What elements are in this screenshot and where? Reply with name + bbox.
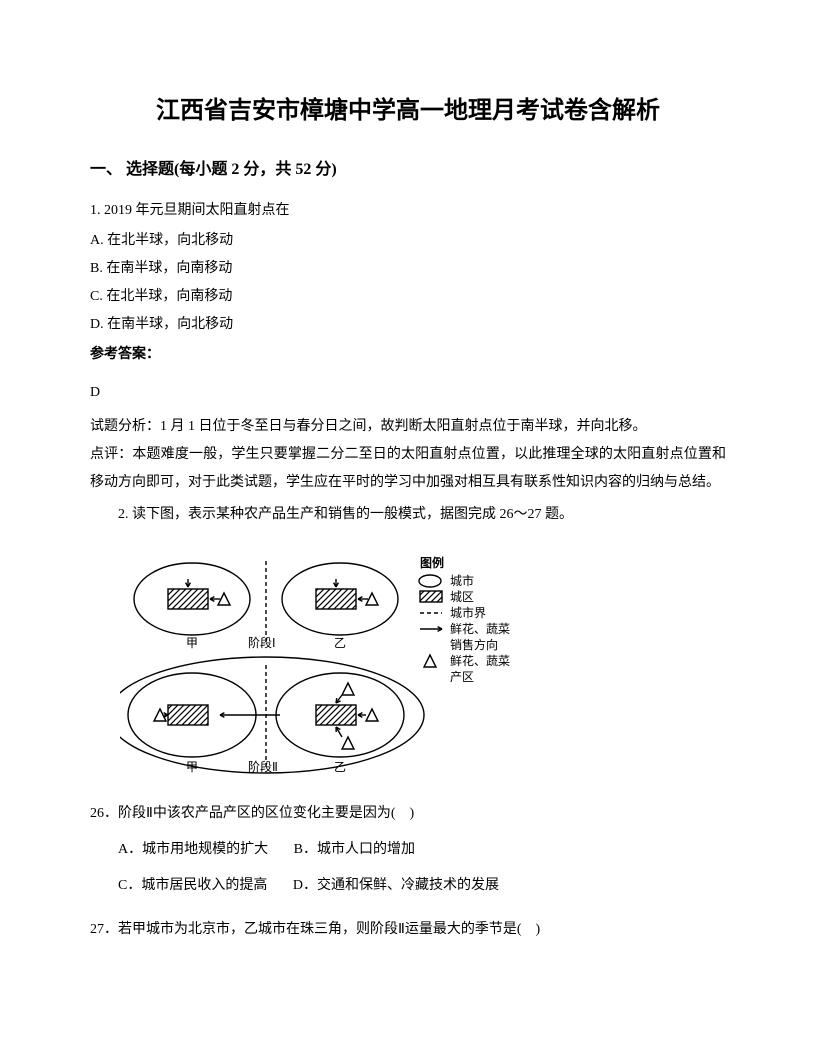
section-header: 一、 选择题(每小题 2 分，共 52 分) <box>90 155 726 179</box>
q26-option-d: D．交通和保鲜、冷藏技术的发展 <box>293 872 499 900</box>
svg-text:乙: 乙 <box>334 636 346 650</box>
q26-option-a: A．城市用地规模的扩大 <box>118 836 268 864</box>
svg-text:阶段Ⅱ: 阶段Ⅱ <box>248 759 278 774</box>
q1-analysis-2: 点评：本题难度一般，学生只要掌握二分二至日的太阳直射点位置，以此推理全球的太阳直… <box>90 441 726 497</box>
page-title: 江西省吉安市樟塘中学高一地理月考试卷含解析 <box>90 90 726 125</box>
diagram-svg: 甲乙甲乙阶段Ⅰ阶段Ⅱ图例城市城区城市界鲜花、蔬菜销售方向鲜花、蔬菜产区 <box>120 547 540 777</box>
q26-option-b: B．城市人口的增加 <box>294 836 415 864</box>
svg-text:阶段Ⅰ: 阶段Ⅰ <box>248 635 276 650</box>
svg-text:甲: 甲 <box>186 636 198 650</box>
svg-text:城区: 城区 <box>450 590 474 604</box>
svg-text:图例: 图例 <box>420 555 444 570</box>
q26-option-c: C．城市居民收入的提高 <box>118 872 267 900</box>
q1-option-a: A. 在北半球，向北移动 <box>90 227 726 255</box>
svg-text:城市界: 城市界 <box>450 605 486 620</box>
q2-figure: 甲乙甲乙阶段Ⅰ阶段Ⅱ图例城市城区城市界鲜花、蔬菜销售方向鲜花、蔬菜产区 <box>120 547 726 782</box>
svg-text:产区: 产区 <box>450 670 474 684</box>
q1-stem: 1. 2019 年元旦期间太阳直射点在 <box>90 197 726 225</box>
svg-text:乙: 乙 <box>334 760 346 774</box>
q1-analysis-1: 试题分析：1 月 1 日位于冬至日与春分日之间，故判断太阳直射点位于南半球，并向… <box>90 413 726 441</box>
q1-reference-label: 参考答案： <box>90 341 726 369</box>
q2-stem: 2. 读下图，表示某种农产品生产和销售的一般模式，据图完成 26～27 题。 <box>90 501 726 529</box>
q1-option-c: C. 在北半球，向南移动 <box>90 283 726 311</box>
svg-text:鲜花、蔬菜: 鲜花、蔬菜 <box>450 621 510 636</box>
svg-text:城市: 城市 <box>450 573 474 588</box>
q27-stem: 27．若甲城市为北京市，乙城市在珠三角，则阶段Ⅱ运量最大的季节是( ) <box>90 916 726 944</box>
q1-answer: D <box>90 379 726 407</box>
q1-option-b: B. 在南半球，向南移动 <box>90 255 726 283</box>
q26-stem: 26．阶段Ⅱ中该农产品产区的区位变化主要是因为( ) <box>90 800 726 828</box>
q1-option-d: D. 在南半球，向北移动 <box>90 311 726 339</box>
svg-text:销售方向: 销售方向 <box>450 637 498 652</box>
svg-text:鲜花、蔬菜: 鲜花、蔬菜 <box>450 653 510 668</box>
svg-text:甲: 甲 <box>186 760 198 774</box>
